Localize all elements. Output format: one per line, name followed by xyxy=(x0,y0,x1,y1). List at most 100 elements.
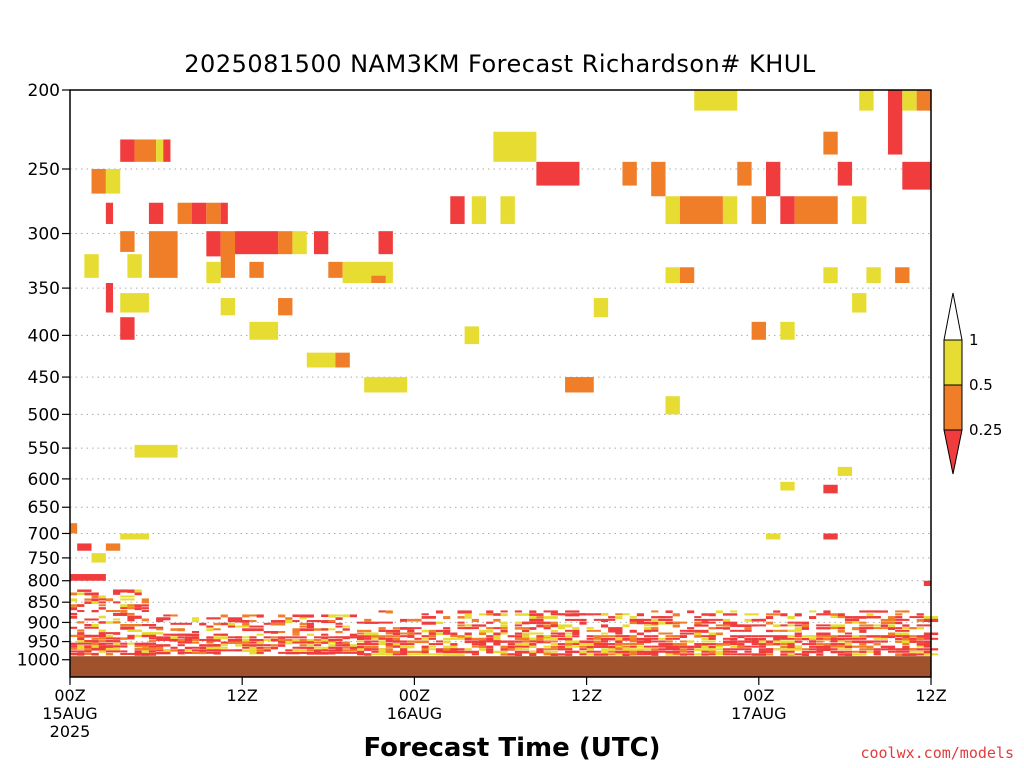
heatmap-cell xyxy=(665,396,680,415)
boundary-cell xyxy=(622,643,637,646)
boundary-cell xyxy=(91,647,106,651)
boundary-cell xyxy=(220,633,228,636)
boundary-cell xyxy=(514,621,530,624)
heatmap-cell xyxy=(794,196,838,224)
boundary-cell xyxy=(177,651,185,655)
boundary-cell xyxy=(722,653,731,656)
boundary-cell xyxy=(801,643,817,646)
boundary-cell xyxy=(895,616,903,619)
boundary-cell xyxy=(134,604,142,608)
boundary-cell xyxy=(486,627,494,630)
boundary-cell xyxy=(306,638,314,641)
boundary-cell xyxy=(765,635,774,638)
boundary-cell xyxy=(385,629,401,633)
boundary-cell xyxy=(672,624,680,628)
boundary-cell xyxy=(84,634,99,638)
heatmap-cell xyxy=(70,574,106,581)
boundary-cell xyxy=(235,638,243,642)
boundary-cell xyxy=(98,642,106,645)
boundary-cell xyxy=(715,624,723,627)
boundary-cell xyxy=(844,616,853,619)
heatmap-cell xyxy=(887,90,903,155)
boundary-cell xyxy=(407,629,415,633)
boundary-cell xyxy=(550,653,558,656)
boundary-cell xyxy=(134,624,142,627)
boundary-cell xyxy=(113,601,121,604)
boundary-cell xyxy=(263,649,271,652)
boundary-cell xyxy=(651,629,659,632)
boundary-cell xyxy=(600,624,609,628)
boundary-cell xyxy=(242,638,250,642)
boundary-cell xyxy=(278,636,286,639)
boundary-cell xyxy=(909,653,917,656)
boundary-cell xyxy=(694,645,702,648)
x-axis-label: Forecast Time (UTC) xyxy=(363,733,661,763)
boundary-cell xyxy=(342,636,350,640)
boundary-cell xyxy=(256,633,264,636)
boundary-cell xyxy=(191,636,200,639)
boundary-cell xyxy=(321,641,329,644)
boundary-cell xyxy=(385,650,401,654)
boundary-cell xyxy=(780,613,788,617)
heatmap-cell xyxy=(105,168,121,194)
boundary-cell xyxy=(120,624,135,627)
boundary-cell xyxy=(615,629,623,632)
heatmap-cell xyxy=(134,444,178,458)
boundary-cell xyxy=(744,648,752,651)
boundary-cell xyxy=(816,632,831,636)
boundary-cell xyxy=(77,592,85,596)
boundary-cell xyxy=(213,636,228,640)
boundary-cell xyxy=(457,653,465,656)
boundary-cell xyxy=(385,637,393,641)
boundary-cell xyxy=(837,653,853,656)
boundary-cell xyxy=(737,643,745,646)
boundary-cell xyxy=(615,643,623,646)
boundary-cell xyxy=(105,621,114,624)
boundary-cell xyxy=(349,649,357,652)
boundary-cell xyxy=(694,632,702,636)
boundary-cell xyxy=(715,643,731,646)
boundary-cell xyxy=(622,613,630,616)
boundary-cell xyxy=(235,636,243,639)
boundary-cell xyxy=(543,650,551,653)
colorbar-label: 1 xyxy=(969,331,979,349)
boundary-cell xyxy=(242,644,250,647)
boundary-cell xyxy=(321,636,329,640)
source-credit[interactable]: coolwx.com/models xyxy=(860,744,1014,762)
boundary-cell xyxy=(722,627,731,630)
heatmap-cell xyxy=(780,481,795,491)
boundary-cell xyxy=(105,634,114,638)
boundary-cell xyxy=(134,645,142,648)
boundary-cell xyxy=(493,618,501,622)
boundary-cell xyxy=(701,643,709,646)
boundary-cell xyxy=(156,636,164,640)
boundary-cell xyxy=(428,616,436,619)
boundary-cell xyxy=(895,621,903,625)
boundary-cell xyxy=(758,653,766,656)
boundary-cell xyxy=(816,640,824,643)
boundary-cell xyxy=(127,615,135,619)
boundary-cell xyxy=(715,627,723,630)
boundary-cell xyxy=(873,627,888,630)
boundary-cell xyxy=(722,648,731,651)
boundary-cell xyxy=(565,640,573,643)
boundary-cell xyxy=(694,624,709,627)
boundary-cell xyxy=(529,632,544,635)
boundary-cell xyxy=(471,640,479,643)
boundary-cell xyxy=(77,652,85,656)
boundary-cell xyxy=(105,640,114,643)
boundary-cell xyxy=(823,643,831,646)
boundary-cell xyxy=(191,638,200,641)
boundary-cell xyxy=(105,645,114,648)
heatmap-cell xyxy=(665,196,680,224)
boundary-cell xyxy=(565,632,573,635)
boundary-cell xyxy=(823,645,831,649)
boundary-cell xyxy=(658,645,666,648)
boundary-cell xyxy=(773,640,781,643)
boundary-cell xyxy=(357,629,365,633)
boundary-cell xyxy=(837,616,845,619)
boundary-cell xyxy=(844,637,853,640)
y-tick-label: 250 xyxy=(28,160,60,180)
boundary-cell xyxy=(780,637,795,640)
boundary-cell xyxy=(844,645,853,649)
